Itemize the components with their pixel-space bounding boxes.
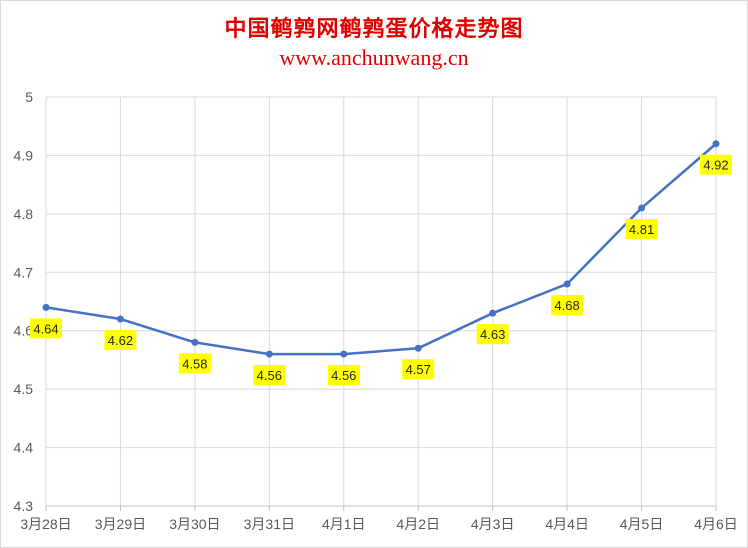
data-label: 4.56 <box>257 368 282 383</box>
y-tick-label: 5 <box>25 89 33 105</box>
data-label-background <box>253 365 286 386</box>
data-point <box>712 140 720 148</box>
y-tick-label: 4.9 <box>14 147 34 163</box>
data-label: 4.81 <box>629 222 654 237</box>
data-point <box>638 204 646 212</box>
chart-title: 中国鹌鹑网鹌鹑蛋价格走势图 <box>224 16 524 42</box>
data-label: 4.62 <box>108 333 133 348</box>
data-point <box>116 315 124 323</box>
chart-subtitle: www.anchunwang.cn <box>279 45 469 70</box>
data-label: 4.68 <box>554 298 579 313</box>
data-label-background <box>104 330 137 351</box>
data-point <box>414 344 422 352</box>
data-label-background <box>30 318 62 339</box>
y-tick-label: 4.5 <box>14 381 34 397</box>
data-point <box>191 338 199 346</box>
x-tick-label: 4月6日 <box>694 516 738 532</box>
y-tick-label: 4.7 <box>14 264 34 280</box>
data-label-background <box>476 324 509 345</box>
data-point <box>489 309 497 317</box>
x-tick-label: 3月29日 <box>95 516 146 532</box>
y-tick-label: 4.3 <box>14 498 34 514</box>
x-tick-label: 3月30日 <box>169 516 220 532</box>
data-label-background <box>327 365 360 386</box>
x-tick-label: 4月1日 <box>322 516 366 532</box>
data-label: 4.57 <box>406 362 431 377</box>
x-tick-label: 4月4日 <box>545 516 589 532</box>
data-label: 4.56 <box>331 368 356 383</box>
x-tick-label: 4月2日 <box>396 516 440 532</box>
y-tick-label: 4.8 <box>14 206 34 222</box>
data-label: 4.63 <box>480 327 505 342</box>
data-point <box>42 303 50 311</box>
data-label-background <box>700 154 732 175</box>
x-tick-label: 4月5日 <box>620 516 664 532</box>
y-tick-label: 4.6 <box>14 323 34 339</box>
data-point <box>340 350 348 358</box>
data-label: 4.58 <box>182 356 207 371</box>
data-label-background <box>625 219 658 240</box>
x-tick-label: 4月3日 <box>471 516 515 532</box>
data-point <box>563 280 571 288</box>
x-tick-label: 3月31日 <box>244 516 295 532</box>
series-line <box>45 142 717 356</box>
x-tick-label: 3月28日 <box>20 516 71 532</box>
y-tick-label: 4.4 <box>14 440 34 456</box>
data-point <box>265 350 273 358</box>
data-label: 4.92 <box>703 158 728 173</box>
data-label-background <box>178 353 211 374</box>
data-label: 4.64 <box>33 321 58 336</box>
data-label-background <box>402 359 435 380</box>
data-label-background <box>551 294 584 315</box>
